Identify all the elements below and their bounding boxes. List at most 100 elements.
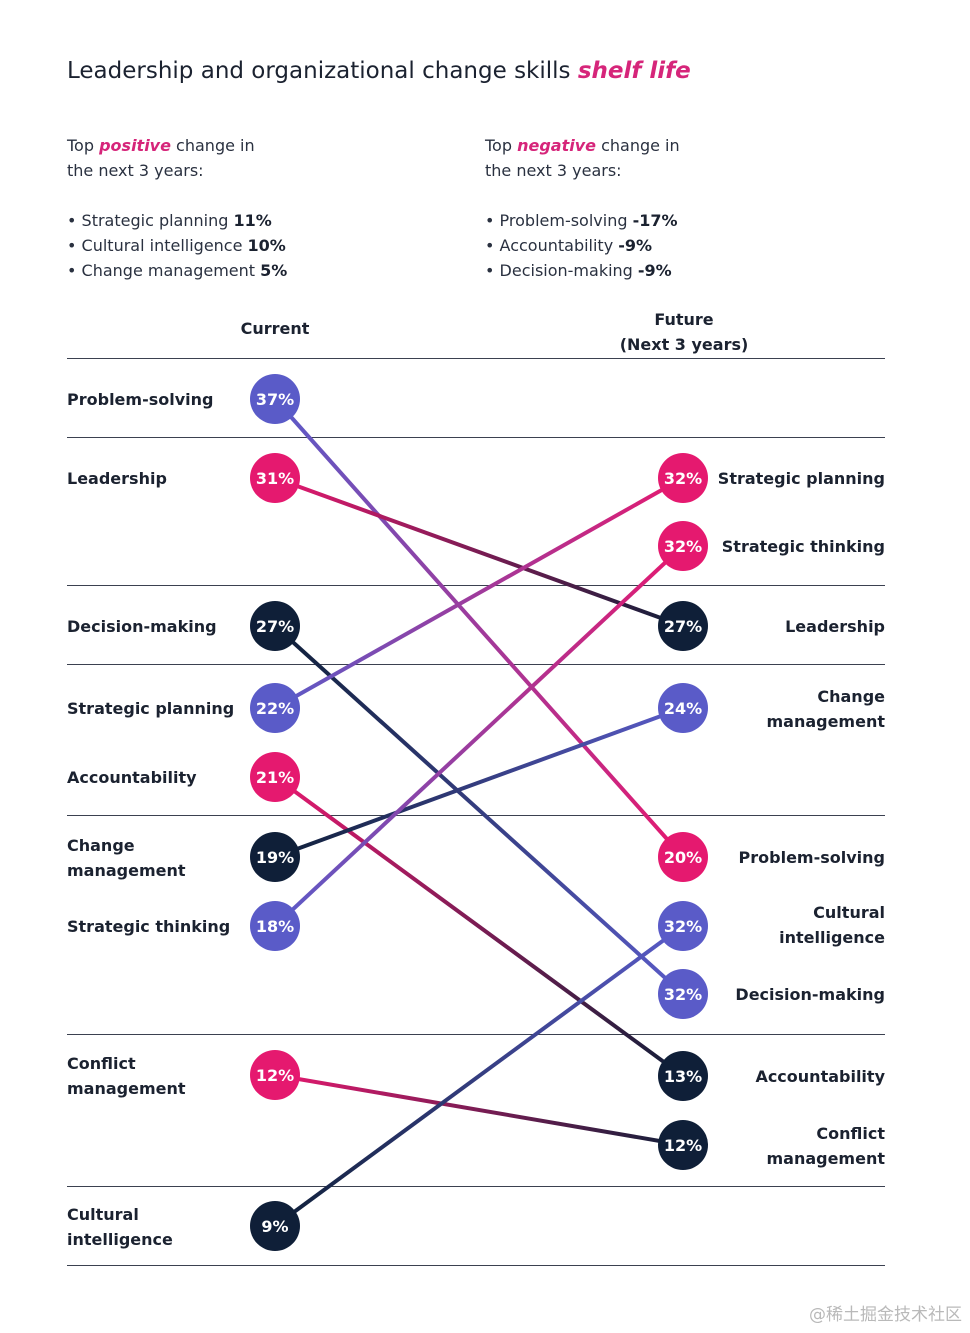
connector-accountability: [273, 775, 685, 1078]
negative-intro-pre: Top: [485, 136, 518, 155]
connector-decision-making: [273, 624, 685, 996]
positive-change-item: Cultural intelligence 10%: [67, 233, 427, 258]
right-label-strategic-planning: Strategic planning: [717, 469, 885, 488]
future-circle: [658, 1120, 708, 1170]
future-header-line2: (Next 3 years): [619, 335, 749, 354]
current-marker-strategic-planning: 22%: [250, 683, 300, 733]
divider-line: [67, 358, 885, 359]
future-value-label: 27%: [664, 617, 702, 636]
divider-line: [67, 1265, 885, 1266]
positive-intro-post: change in: [170, 136, 255, 155]
divider-line: [67, 815, 885, 816]
connector-change-management: [274, 706, 684, 859]
chart-title: Leadership and organizational change ski…: [67, 58, 691, 84]
current-marker-leadership: 31%: [250, 453, 300, 503]
chart-title-main: Leadership and organizational change ski…: [67, 58, 578, 84]
left-label-decision-making: Decision-making: [67, 617, 217, 636]
connector-problem-solving: [273, 397, 685, 859]
left-label-change-management: Change management: [67, 836, 186, 880]
right-label-accountability: Accountability: [755, 1067, 885, 1086]
future-circle: [658, 832, 708, 882]
future-marker-decision-making: 32%: [658, 969, 708, 1019]
future-marker-leadership: 27%: [658, 601, 708, 651]
left-label-leadership: Leadership: [67, 469, 167, 488]
right-label-cultural-intelligence: Cultural intelligence: [779, 903, 885, 947]
left-label-problem-solving: Problem-solving: [67, 390, 214, 409]
future-value-label: 32%: [664, 469, 702, 488]
future-marker-strategic-thinking: 32%: [658, 521, 708, 571]
current-marker-strategic-thinking: 18%: [250, 901, 300, 951]
current-marker-problem-solving: 37%: [250, 374, 300, 424]
connector-strategic-planning: [274, 476, 684, 710]
current-marker-decision-making: 27%: [250, 601, 300, 651]
left-label-strategic-planning: Strategic planning: [67, 699, 235, 718]
current-column-header: Current: [240, 319, 310, 338]
right-label-change-management: Change management: [766, 687, 885, 731]
divider-line: [67, 664, 885, 665]
future-circle: [658, 969, 708, 1019]
current-marker-change-management: 19%: [250, 832, 300, 882]
current-value-label: 21%: [256, 768, 294, 787]
current-circle: [250, 832, 300, 882]
future-marker-change-management: 24%: [658, 683, 708, 733]
value-markers: 37% 20% 31% 27% 27% 32% 22% 32% 21% 13% 19% 24% 18% 3…: [250, 374, 708, 1251]
future-value-label: 24%: [664, 699, 702, 718]
current-value-label: 12%: [256, 1066, 294, 1085]
future-circle: [658, 683, 708, 733]
right-label-leadership: Leadership: [785, 617, 885, 636]
negative-change-item: Accountability -9%: [485, 233, 845, 258]
current-circle: [250, 1201, 300, 1251]
future-circle: [658, 601, 708, 651]
current-value-label: 22%: [256, 699, 294, 718]
left-label-strategic-thinking: Strategic thinking: [67, 917, 231, 936]
connector-cultural-intelligence: [273, 924, 685, 1228]
current-value-label: 19%: [256, 848, 294, 867]
current-circle: [250, 752, 300, 802]
left-label-cultural-intelligence: Cultural intelligence: [67, 1205, 173, 1249]
connector-lines: [273, 397, 685, 1228]
current-circle: [250, 453, 300, 503]
future-circle: [658, 901, 708, 951]
future-value-label: 32%: [664, 917, 702, 936]
connector-leadership: [274, 476, 684, 628]
current-value-label: 37%: [256, 390, 294, 409]
positive-change-list: Strategic planning 11% Cultural intellig…: [67, 208, 427, 283]
divider-line: [67, 1186, 885, 1187]
left-label-accountability: Accountability: [67, 768, 197, 787]
current-value-label: 31%: [256, 469, 294, 488]
divider-line: [67, 585, 885, 586]
divider-line: [67, 1034, 885, 1035]
current-circle: [250, 601, 300, 651]
future-marker-cultural-intelligence: 32%: [658, 901, 708, 951]
current-value-label: 27%: [256, 617, 294, 636]
right-label-decision-making: Decision-making: [735, 985, 885, 1004]
connector-strategic-thinking: [273, 544, 685, 928]
negative-change-item: Decision-making -9%: [485, 258, 845, 283]
current-circle: [250, 374, 300, 424]
future-column-header: Future (Next 3 years): [604, 307, 764, 357]
future-value-label: 13%: [664, 1067, 702, 1086]
future-value-label: 12%: [664, 1136, 702, 1155]
current-marker-accountability: 21%: [250, 752, 300, 802]
future-marker-problem-solving: 20%: [658, 832, 708, 882]
current-circle: [250, 901, 300, 951]
negative-intro-em: negative: [517, 136, 596, 155]
future-marker-conflict-management: 12%: [658, 1120, 708, 1170]
current-value-label: 9%: [261, 1217, 288, 1236]
current-circle: [250, 683, 300, 733]
positive-change-item: Change management 5%: [67, 258, 427, 283]
right-label-problem-solving: Problem-solving: [738, 848, 885, 867]
future-circle: [658, 1051, 708, 1101]
current-marker-cultural-intelligence: 9%: [250, 1201, 300, 1251]
left-label-conflict-management: Conflict management: [67, 1054, 186, 1098]
positive-change-summary: Top positive change in the next 3 years:…: [67, 133, 427, 283]
chart-title-accent: shelf life: [577, 58, 691, 84]
future-marker-accountability: 13%: [658, 1051, 708, 1101]
future-marker-strategic-planning: 32%: [658, 453, 708, 503]
current-value-label: 18%: [256, 917, 294, 936]
negative-intro-line2: the next 3 years:: [485, 161, 622, 180]
future-header-line1: Future: [654, 310, 714, 329]
future-value-label: 32%: [664, 985, 702, 1004]
watermark: @稀土掘金技术社区: [809, 1305, 962, 1325]
